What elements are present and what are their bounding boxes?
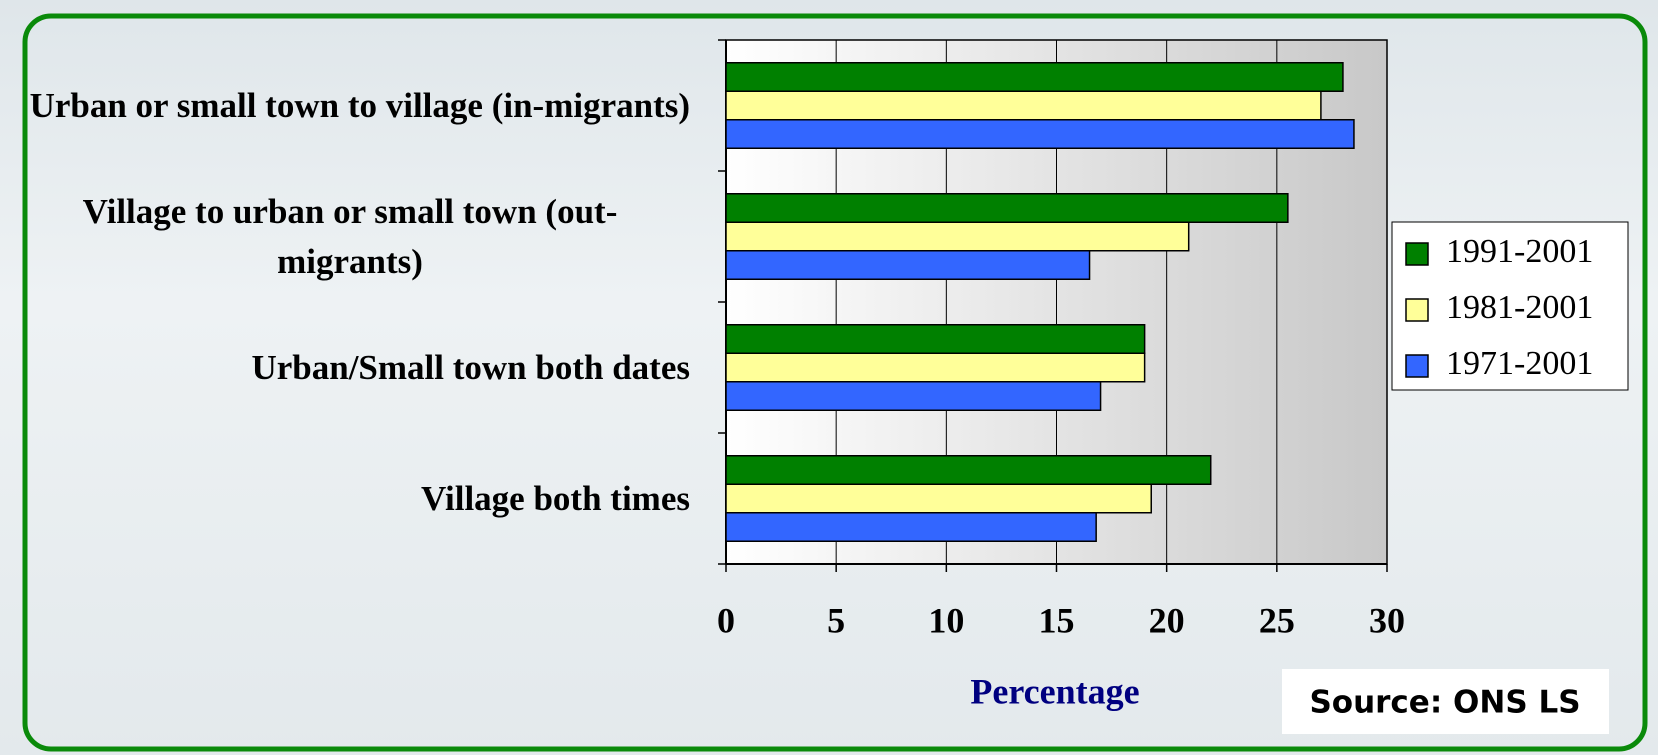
x-tick-label: 20 [1149,600,1185,640]
bar [726,251,1090,280]
x-tick-label: 10 [928,600,964,640]
bar [726,91,1321,120]
legend-swatch [1406,243,1428,265]
bar [726,456,1211,485]
y-tick-label: Village both times [421,474,690,524]
x-tick-label: 30 [1369,600,1405,640]
bar [726,63,1343,92]
x-tick-label: 15 [1039,600,1075,640]
bar [726,382,1101,411]
y-tick-label: Village to urban or small town (out-migr… [10,187,690,287]
y-tick-label: Urban or small town to village (in-migra… [30,81,690,131]
legend-label: 1981-2001 [1446,289,1593,326]
bar [726,120,1354,149]
legend-swatch [1406,355,1428,377]
x-axis-title: Percentage [970,671,1139,711]
bar [726,353,1145,382]
y-tick-label: Urban/Small town both dates [251,343,690,393]
page: Source: ONS LS Percentage 0 5 10 15 20 25 30 19… [0,0,1658,755]
legend-label: 1991-2001 [1446,233,1593,270]
category-label-box: Urban or small town to village (in-migra… [10,81,690,131]
bar [726,194,1288,223]
category-label-box: Village both times [10,474,690,524]
x-tick-label: 5 [827,600,845,640]
legend-swatch [1406,299,1428,321]
x-tick-label: 0 [717,600,735,640]
x-tick-label: 25 [1259,600,1295,640]
bar [726,513,1096,542]
bar [726,484,1151,513]
legend-label: 1971-2001 [1446,345,1593,382]
bar [726,325,1145,354]
bar [726,222,1189,251]
source: Source: ONS LS [1309,685,1580,721]
category-label-box: Urban/Small town both dates [10,343,690,393]
category-label-box: Village to urban or small town (out-migr… [10,187,690,287]
